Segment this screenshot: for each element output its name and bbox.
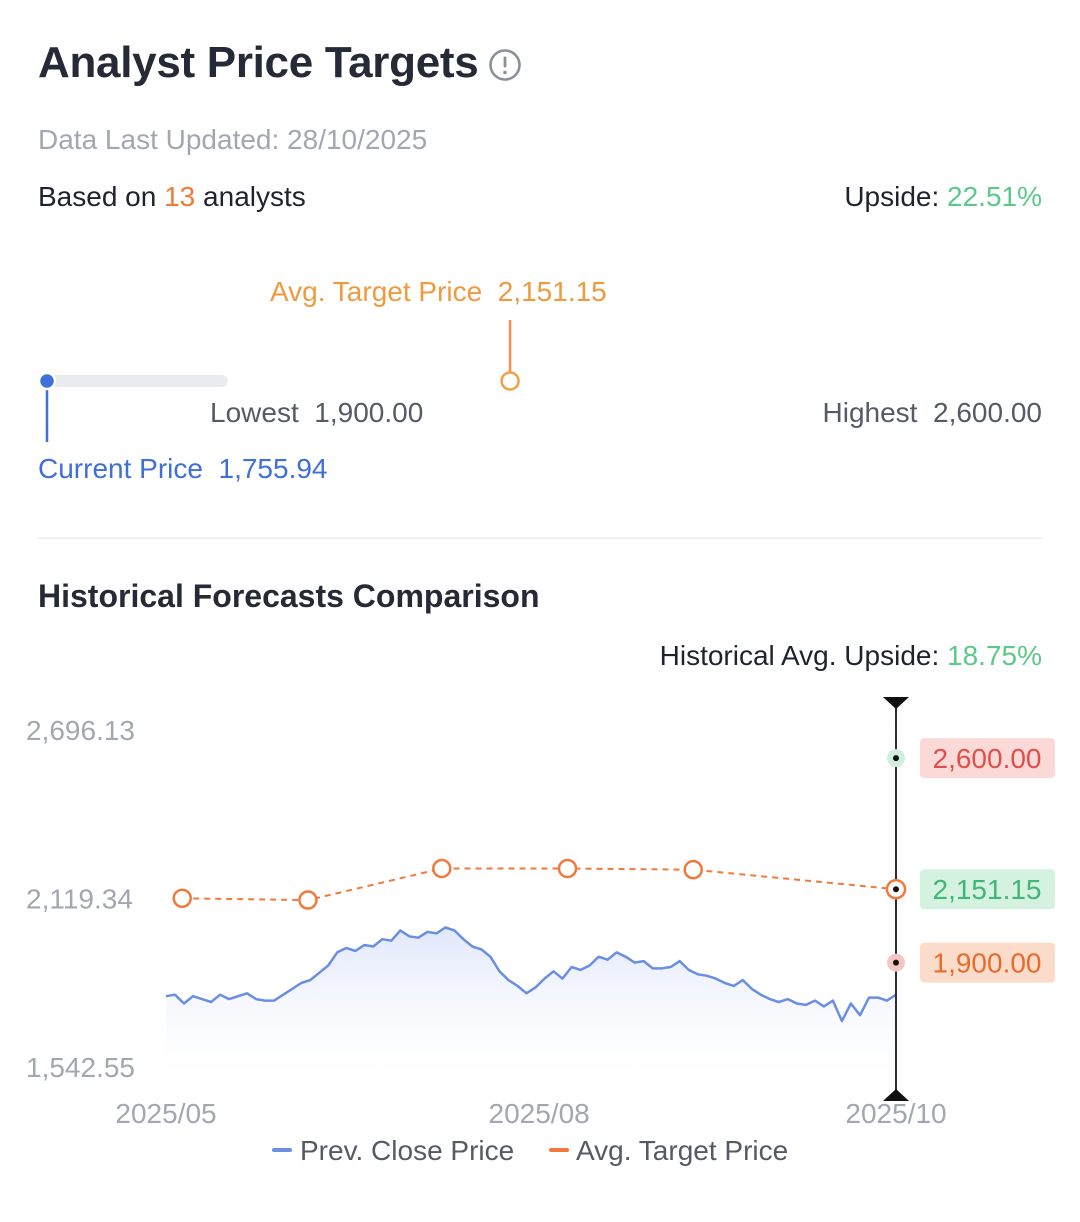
value-tag-bg xyxy=(920,942,1055,983)
value-tag-bg xyxy=(920,738,1055,779)
analyst-count-text: Based on 13 analysts xyxy=(38,181,306,213)
section-divider xyxy=(38,537,1042,539)
value-tag-label: 1,900.00 xyxy=(933,948,1042,979)
upside-text: Upside: 22.51% xyxy=(844,181,1042,213)
legend-price-label: Prev. Close Price xyxy=(300,1135,514,1166)
avg-target-label: Avg. Target Price 2,151.15 xyxy=(270,276,607,308)
y-tick-label: 2,696.13 xyxy=(26,715,135,746)
highest-label-text: Highest xyxy=(822,397,918,428)
based-prefix: Based on xyxy=(38,181,165,212)
value-tag-label: 2,600.00 xyxy=(933,743,1042,774)
current-price-label-text: Current Price xyxy=(38,453,203,484)
lowest-label-text: Lowest xyxy=(210,397,299,428)
avg-target-label-text: Avg. Target Price xyxy=(270,276,483,307)
prev-close-line xyxy=(165,926,897,1023)
historical-chart: 2,696.13 2,119.34 1,542.55 2025/05 2025/08 20… xyxy=(26,697,1055,1166)
legend-target-label: Avg. Target Price xyxy=(576,1135,788,1166)
marker-dot xyxy=(893,959,899,966)
indicator-arrow-bottom xyxy=(883,1089,909,1101)
avg-target-dashed-line xyxy=(182,867,897,902)
y-tick-label: 1,542.55 xyxy=(26,1052,135,1083)
price-area xyxy=(166,927,896,1079)
avg-target-point xyxy=(172,888,192,909)
indicator-arrow-top xyxy=(883,697,909,709)
x-tick-label: 2025/08 xyxy=(489,1098,590,1129)
avg-target-point xyxy=(557,858,578,879)
value-tag-bg xyxy=(920,869,1055,910)
analyst-count: 13 xyxy=(164,181,196,212)
avg-target-marker xyxy=(500,371,520,391)
historical-upside-label: Historical Avg. Upside: xyxy=(659,640,948,671)
page-title: Analyst Price Targets xyxy=(38,38,479,87)
upside-label: Upside: xyxy=(844,181,948,212)
avg-target-point xyxy=(298,890,318,910)
current-price-label: Current Price 1,755.94 xyxy=(38,453,328,485)
lowest-label: Lowest 1,900.00 xyxy=(210,397,423,429)
based-suffix: analysts xyxy=(195,181,306,212)
x-tick-label: 2025/05 xyxy=(115,1098,216,1129)
info-circle-icon[interactable] xyxy=(488,48,522,82)
avg-target-value: 2,151.15 xyxy=(497,276,607,307)
y-tick-label: 2,119.34 xyxy=(26,884,133,915)
lowest-value: 1,900.00 xyxy=(314,397,424,428)
x-tick-label: 2025/10 xyxy=(845,1098,946,1129)
historical-upside-value: 18.75% xyxy=(947,640,1042,671)
historical-upside-text: Historical Avg. Upside: 18.75% xyxy=(660,640,1042,672)
historical-title: Historical Forecasts Comparison xyxy=(38,578,540,614)
avg-target-point xyxy=(432,858,452,879)
upside-value: 22.51% xyxy=(947,181,1042,212)
marker-dot xyxy=(893,886,899,893)
marker-dot xyxy=(893,755,899,762)
highest-value: 2,600.00 xyxy=(933,397,1042,428)
value-tag-label: 2,151.15 xyxy=(933,874,1042,905)
current-price-value: 1,755.94 xyxy=(218,453,328,484)
data-updated-text: Data Last Updated: 28/10/2025 xyxy=(38,124,428,155)
avg-target-point xyxy=(683,859,703,880)
current-price-marker xyxy=(37,371,57,391)
highest-label: Highest 2,600.00 xyxy=(823,397,1043,429)
price-range-bar xyxy=(37,320,1042,442)
